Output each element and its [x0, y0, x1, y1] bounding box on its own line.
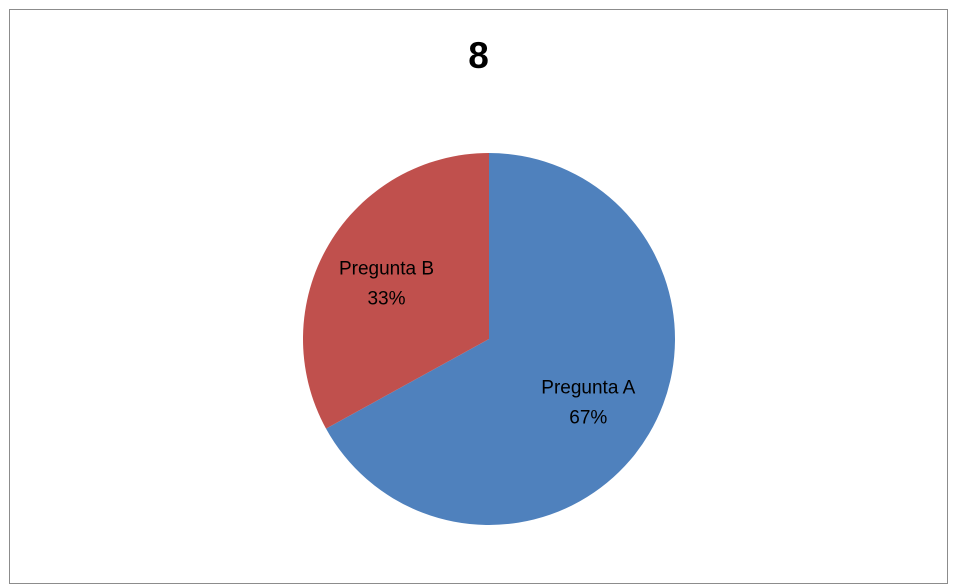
pie-slice-pregunta-b: [303, 153, 489, 429]
slice-percent-label: 67%: [569, 408, 607, 429]
slice-percent-label: 33%: [367, 288, 405, 309]
pie-slices: [303, 153, 676, 525]
slice-category-label: Pregunta A: [541, 378, 635, 399]
slice-category-label: Pregunta B: [339, 258, 434, 279]
chart-title: 8: [468, 35, 489, 76]
pie-slice-pregunta-a: [326, 153, 676, 525]
pie-labels: Pregunta A 67% Pregunta B 33%: [339, 258, 636, 428]
